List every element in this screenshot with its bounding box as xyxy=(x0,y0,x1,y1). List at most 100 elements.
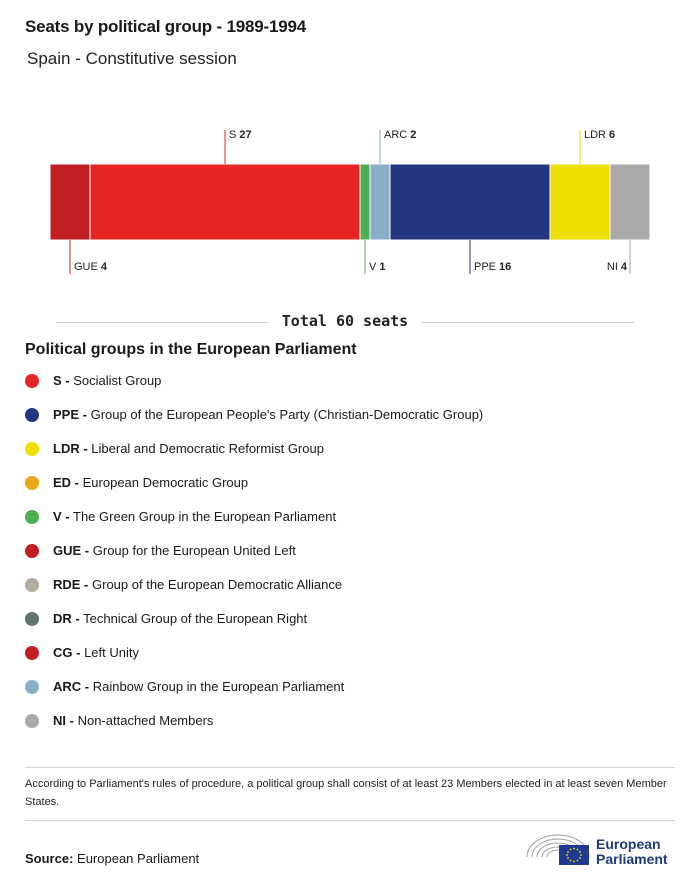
legend-item: GUE - Group for the European United Left xyxy=(25,541,675,575)
legend-color-dot xyxy=(25,680,39,694)
bar-segment-ppe xyxy=(389,163,551,241)
note-divider-top xyxy=(25,767,675,768)
legend-abbr: LDR - xyxy=(53,441,88,456)
legend-label: GUE - Group for the European United Left xyxy=(53,541,296,560)
total-seats-label: Total 60 seats xyxy=(267,312,423,330)
legend-abbr: V - xyxy=(53,509,70,524)
legend-group-name: The Green Group in the European Parliame… xyxy=(73,509,337,524)
legend-color-dot xyxy=(25,476,39,490)
chart-title: Seats by political group - 1989-1994 xyxy=(25,17,306,36)
legend-label: ED - European Democratic Group xyxy=(53,473,248,492)
legend-item: V - The Green Group in the European Parl… xyxy=(25,507,675,541)
legend-group-name: Left Unity xyxy=(84,645,139,660)
legend-item: CG - Left Unity xyxy=(25,643,675,677)
legend-item: NI - Non-attached Members xyxy=(25,711,675,745)
legend-item: ED - European Democratic Group xyxy=(25,473,675,507)
legend-label: LDR - Liberal and Democratic Reformist G… xyxy=(53,439,324,458)
data-label-value: 2 xyxy=(410,129,416,141)
legend-abbr: NI - xyxy=(53,713,74,728)
data-label-ldr: LDR 6 xyxy=(584,129,615,141)
data-label-category: S xyxy=(229,129,236,141)
source-value: European Parliament xyxy=(77,851,200,866)
legend-item: S - Socialist Group xyxy=(25,371,675,405)
legend-abbr: PPE - xyxy=(53,407,87,422)
footnote: According to Parliament's rules of proce… xyxy=(25,778,667,808)
legend-item: ARC - Rainbow Group in the European Parl… xyxy=(25,677,675,711)
legend-item: PPE - Group of the European People's Par… xyxy=(25,405,675,439)
legend-label: V - The Green Group in the European Parl… xyxy=(53,507,336,526)
data-label-value: 4 xyxy=(621,261,628,273)
legend-label: NI - Non-attached Members xyxy=(53,711,213,730)
legend-label: S - Socialist Group xyxy=(53,371,161,390)
legend-color-dot xyxy=(25,442,39,456)
bar-segment-gue xyxy=(49,163,91,241)
eu-flag-hemicycle-icon xyxy=(526,834,590,865)
legend-abbr: ED - xyxy=(53,475,79,490)
legend-list: S - Socialist Group PPE - Group of the Eu… xyxy=(25,371,675,745)
source: Source: European Parliament xyxy=(25,851,199,866)
bar-segment-arc xyxy=(369,163,391,241)
data-label-category: V xyxy=(369,261,377,273)
legend-abbr: GUE - xyxy=(53,543,90,558)
bar-segment-s xyxy=(89,163,361,241)
legend-color-dot xyxy=(25,408,39,422)
data-label-category: ARC xyxy=(384,129,407,141)
european-parliament-logo: European Parliament xyxy=(525,829,677,869)
bar-segment-ldr xyxy=(549,163,611,241)
legend-color-dot xyxy=(25,578,39,592)
data-label-gue: GUE 4 xyxy=(74,261,108,273)
legend-abbr: S - xyxy=(53,373,70,388)
legend-abbr: RDE - xyxy=(53,577,89,592)
data-label-ni: NI 4 xyxy=(607,261,628,273)
legend-group-name: Socialist Group xyxy=(73,373,162,388)
legend-item: DR - Technical Group of the European Rig… xyxy=(25,609,675,643)
data-label-value: 27 xyxy=(239,129,251,141)
logo-line-1: European xyxy=(596,836,661,852)
legend-color-dot xyxy=(25,510,39,524)
legend-label: RDE - Group of the European Democratic A… xyxy=(53,575,342,594)
legend-color-dot xyxy=(25,646,39,660)
logo-line-2: Parliament xyxy=(596,851,668,867)
data-label-value: 6 xyxy=(609,129,615,141)
legend-group-name: European Democratic Group xyxy=(82,475,249,490)
data-label-arc: ARC 2 xyxy=(384,129,416,141)
legend-abbr: CG - xyxy=(53,645,81,660)
legend-group-name: Group for the European United Left xyxy=(92,543,296,558)
legend-color-dot xyxy=(25,714,39,728)
legend-group-name: Liberal and Democratic Reformist Group xyxy=(91,441,324,456)
legend-label: DR - Technical Group of the European Rig… xyxy=(53,609,307,628)
data-label-ppe: PPE 16 xyxy=(474,261,511,273)
legend-abbr: DR - xyxy=(53,611,80,626)
logo-text: European Parliament xyxy=(596,837,668,867)
legend-item: RDE - Group of the European Democratic A… xyxy=(25,575,675,609)
data-label-category: PPE xyxy=(474,261,496,273)
data-label-category: GUE xyxy=(74,261,98,273)
legend-item: LDR - Liberal and Democratic Reformist G… xyxy=(25,439,675,473)
bar-segment-v xyxy=(359,163,371,241)
legend-title: Political groups in the European Parliam… xyxy=(25,341,357,358)
legend-color-dot xyxy=(25,612,39,626)
data-label-value: 16 xyxy=(499,261,511,273)
legend-label: PPE - Group of the European People's Par… xyxy=(53,405,483,424)
data-label-value: 1 xyxy=(379,261,385,273)
legend-color-dot xyxy=(25,544,39,558)
legend-label: CG - Left Unity xyxy=(53,643,139,662)
legend-group-name: Group of the European People's Party (Ch… xyxy=(90,407,484,422)
legend-group-name: Technical Group of the European Right xyxy=(83,611,308,626)
legend-abbr: ARC - xyxy=(53,679,90,694)
data-label-s: S 27 xyxy=(229,129,252,141)
legend-group-name: Non-attached Members xyxy=(77,713,214,728)
legend-label: ARC - Rainbow Group in the European Parl… xyxy=(53,677,344,696)
chart-subtitle: Spain - Constitutive session xyxy=(27,49,237,68)
legend-color-dot xyxy=(25,374,39,388)
data-label-category: NI xyxy=(607,261,618,273)
data-label-category: LDR xyxy=(584,129,606,141)
note-divider-bottom xyxy=(25,820,675,821)
data-label-value: 4 xyxy=(101,261,108,273)
source-label: Source: xyxy=(25,851,74,866)
total-seats: Total 60 seats xyxy=(56,312,634,332)
bar-segment-ni xyxy=(609,163,651,241)
legend-group-name: Rainbow Group in the European Parliament xyxy=(92,679,345,694)
